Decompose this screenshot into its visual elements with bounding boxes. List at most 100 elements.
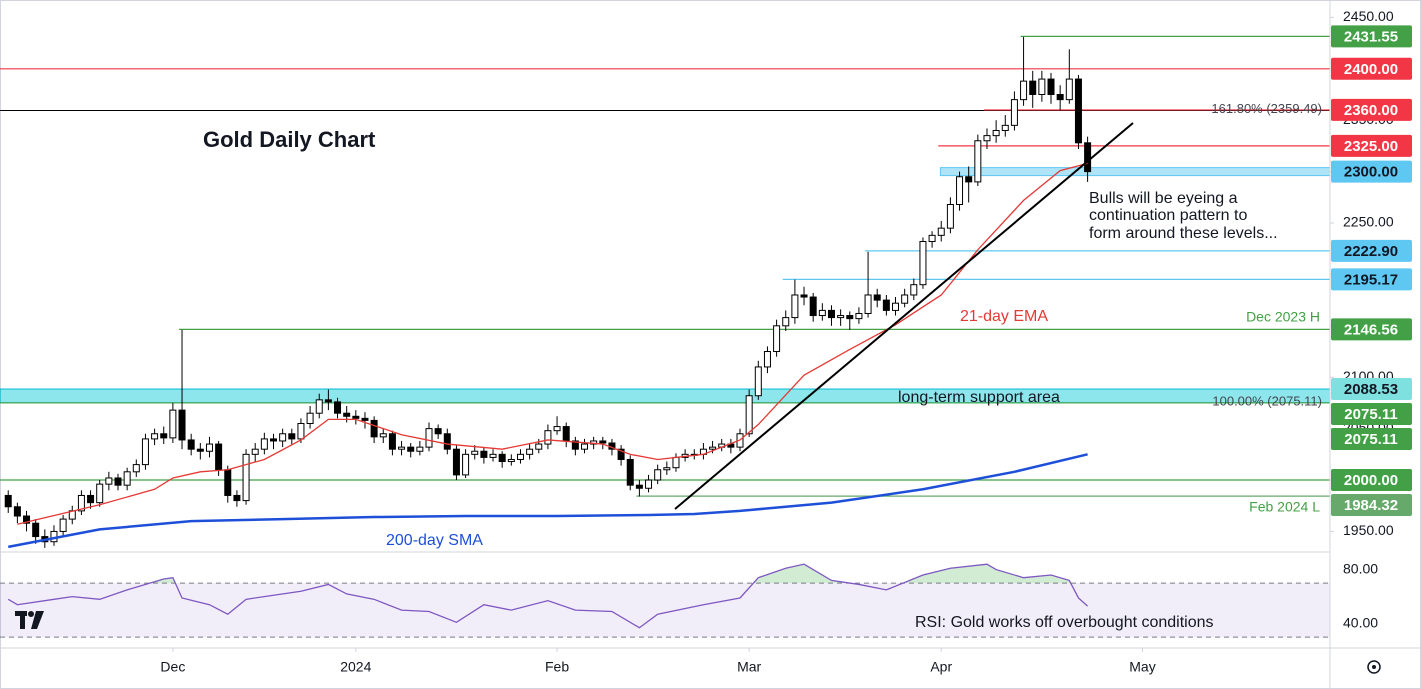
candle-body — [974, 140, 982, 183]
level-label: 1984.32 — [1344, 497, 1398, 514]
candle-body — [141, 438, 149, 466]
rsi-note: RSI: Gold works off overbought condition… — [915, 614, 1214, 631]
candle-body — [251, 448, 259, 455]
candle-body — [791, 294, 799, 319]
level-box — [1331, 403, 1412, 426]
candle-body — [773, 325, 781, 353]
candle-body — [452, 448, 460, 476]
candle-body — [151, 433, 159, 440]
candle-body — [1074, 78, 1082, 144]
candle-body — [187, 439, 195, 450]
candle-body — [855, 312, 863, 320]
candle-body — [645, 479, 653, 489]
candle-body — [1020, 80, 1028, 101]
ema-label: 21-day EMA — [960, 308, 1048, 325]
candle-body — [617, 448, 625, 460]
level-label: 2300.00 — [1344, 164, 1398, 181]
candle-body — [581, 443, 589, 450]
candle-body — [297, 422, 305, 440]
x-tick-label: Apr — [930, 659, 952, 675]
candle-body — [178, 409, 186, 441]
candle-body — [599, 440, 607, 444]
candle-body — [901, 294, 909, 304]
level-label: 2400.00 — [1344, 61, 1398, 78]
x-tick-label: Dec — [160, 659, 185, 675]
candle-body — [882, 299, 890, 311]
ma-line — [7, 453, 1088, 549]
candle-body — [516, 453, 524, 460]
candle-body — [32, 522, 40, 538]
dec-high-label: Dec 2023 H — [1246, 309, 1320, 325]
candle-body — [782, 317, 790, 327]
candle-body — [663, 467, 671, 471]
candle-body — [1065, 78, 1073, 101]
level-box — [1331, 494, 1412, 517]
candle-body — [553, 426, 561, 432]
candle-body — [800, 294, 808, 298]
candle-body — [315, 399, 323, 414]
level-label: 2088.53 — [1344, 381, 1398, 398]
candle-body — [498, 453, 506, 463]
rsi-band — [0, 583, 1330, 638]
candle-body — [370, 419, 378, 438]
candle-body — [425, 428, 433, 448]
level-label: 2195.17 — [1344, 271, 1398, 288]
level-label: 2325.00 — [1344, 138, 1398, 155]
level-label: 2000.00 — [1344, 472, 1398, 489]
candle-body — [928, 234, 936, 243]
candle-body — [23, 515, 31, 524]
logo — [15, 611, 44, 629]
candle-body — [983, 135, 991, 142]
candle-body — [361, 417, 369, 421]
y-tick-label: 2250.00 — [1343, 214, 1394, 230]
candle-body — [864, 294, 872, 314]
candle-body — [334, 401, 342, 414]
candle-body — [507, 458, 515, 463]
candle-body — [379, 433, 387, 438]
candle-body — [59, 518, 67, 532]
candle-body — [77, 494, 85, 512]
level-box — [1331, 134, 1412, 157]
candle-body — [745, 395, 753, 435]
level-box — [1331, 25, 1412, 48]
candle-body — [892, 302, 900, 311]
candle-body — [956, 176, 964, 206]
candle-body — [965, 176, 973, 183]
candle-body — [1001, 124, 1009, 131]
candle-body — [809, 296, 817, 317]
level-band — [939, 167, 1331, 177]
x-tick-label: 2024 — [340, 659, 371, 675]
rsi-line — [7, 563, 1089, 629]
candle-body — [224, 469, 232, 496]
note-line: continuation pattern to — [1089, 207, 1247, 224]
candle-body — [270, 438, 278, 442]
candle-body — [443, 433, 451, 450]
candle-body — [114, 477, 122, 486]
level-label: 2146.56 — [1344, 321, 1398, 338]
level-box — [1331, 318, 1412, 341]
candle-body — [1084, 142, 1092, 173]
candle-body — [407, 446, 415, 452]
candle-body — [489, 453, 497, 458]
settings-icon[interactable] — [1367, 660, 1381, 674]
candle-body — [123, 471, 131, 486]
candle-body — [846, 315, 854, 320]
candle-body — [215, 443, 223, 471]
candle-body — [160, 433, 168, 439]
candle-body — [571, 440, 579, 450]
candle-body — [709, 446, 717, 450]
trendline — [674, 122, 1134, 510]
sma-label: 200-day SMA — [386, 532, 483, 549]
candle-body — [544, 430, 552, 445]
candle-body — [4, 494, 12, 508]
candle-body — [873, 294, 881, 301]
candle-body — [434, 428, 442, 435]
rsi-tick-label: 80.00 — [1343, 560, 1378, 576]
candle-body — [471, 450, 479, 455]
candle-body — [626, 458, 634, 486]
candle-body — [672, 456, 680, 469]
candle-body — [233, 494, 241, 502]
candle-body — [416, 446, 424, 452]
